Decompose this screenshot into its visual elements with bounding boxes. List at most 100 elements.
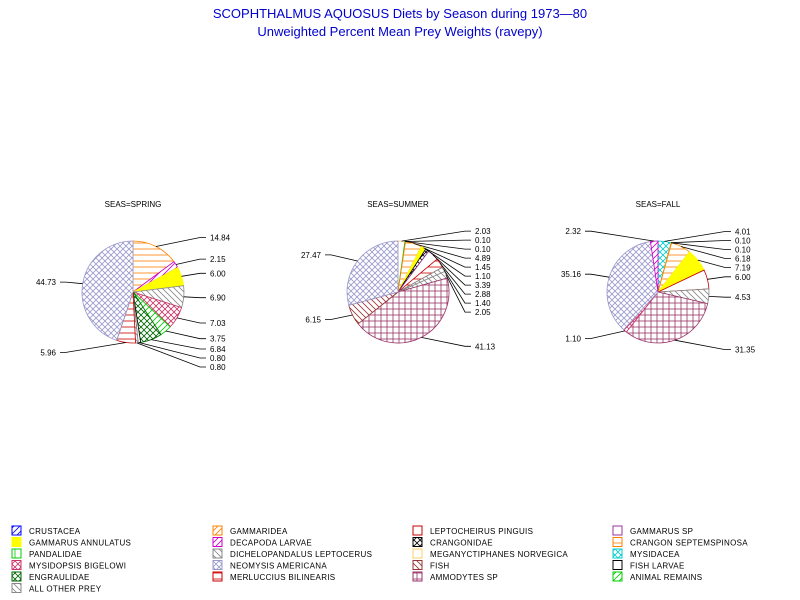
chart-title: SCOPHTHALMUS AQUOSUS Diets by Season dur… [213,6,587,21]
chart-subtitle: Unweighted Percent Mean Prey Weights (ra… [257,24,542,39]
slice-label: 35.16 [561,270,582,279]
label-leader-line [413,243,471,259]
slice-label: 4.89 [475,254,491,263]
slice-label: 6.18 [735,255,751,264]
slice-label: 6.00 [735,273,751,282]
pie-charts: SEAS=SPRING 14.84 2.15 6.00 6.90 7.03 3.756.84… [36,200,756,372]
legend-swatch [11,583,22,593]
slice-label: 3.39 [475,281,491,290]
slice-label: 2.88 [475,290,491,299]
label-leader-line [585,330,626,339]
legend: CRUSTACEA GAMMARIDEA LEPTOCHEIRUS PINGUIS G… [11,525,748,594]
legend-item-crangon-septemspinosa: CRANGON SEPTEMSPINOSA [612,537,748,548]
legend-label: GAMMARUS ANNULATUS [29,539,131,548]
label-leader-line [405,241,471,250]
legend-label: GAMMARUS SP [630,527,693,536]
label-leader-line [426,249,471,277]
label-leader-line [401,230,471,242]
legend-swatch [612,548,623,559]
legend-label: AMMODYTES SP [430,573,498,582]
label-leader-line [432,254,471,286]
label-leader-line [439,262,471,295]
slice-label: 27.47 [301,251,322,260]
label-leader-line [421,337,471,347]
legend-item-gammarus-sp: GAMMARUS SP [612,525,693,536]
slice-label: 31.35 [735,346,756,355]
slice-label: 44.73 [36,278,57,287]
slice-label: 6.90 [210,294,226,303]
legend-swatch [11,548,22,559]
legend-item-merluccius-bilinearis: MERLUCCIUS BILINEARIS [212,571,335,582]
slice-label: 2.03 [475,227,491,236]
legend-label: LEPTOCHEIRUS PINGUIS [430,527,533,536]
legend-swatch [412,571,423,582]
slice-label: 41.13 [475,342,496,351]
legend-swatch [612,571,623,582]
pie-seas-fall: SEAS=FALL4.010.100.106.187.196.004.5331.… [561,200,756,355]
label-leader-line [181,272,206,277]
pie-title: SEAS=FALL [636,200,681,209]
legend-swatch [612,525,623,536]
slice-label: 5.96 [40,348,56,357]
pie-seas-summer: SEAS=SUMMER2.030.100.104.891.451.103.392… [301,200,496,351]
legend-swatch [11,560,22,570]
legend-item-mysidopsis-bigelowi: MYSIDOPSIS BIGELOWI [11,560,126,571]
label-leader-line [60,281,83,285]
legend-label: ALL OTHER PREY [29,585,102,594]
legend-label: DECAPODA LARVAE [230,539,312,548]
slice-label: 2.05 [475,308,491,317]
legend-item-leptocheirus-pinguis: LEPTOCHEIRUS PINGUIS [412,525,533,536]
slice-label: 14.84 [210,234,231,243]
label-leader-line [445,274,471,313]
legend-item-pandalidae: PANDALIDAE [11,548,82,559]
legend-swatch [212,525,223,536]
label-leader-line [405,239,471,242]
slice-label: 3.75 [210,335,226,344]
pie-slice-decapoda-larvae [649,240,659,293]
legend-swatch [212,560,223,570]
legend-swatch [412,548,423,559]
label-leader-line [155,237,206,247]
legend-label: DICHELOPANDALUS LEPTOCERUS [230,550,372,559]
slice-label: 1.10 [565,334,581,343]
label-leader-line [680,246,731,259]
legend-item-decapoda-larvae: DECAPODA LARVAE [212,537,312,548]
legend-swatch [612,560,623,570]
slice-label: 6.15 [305,316,321,325]
legend-item-crustacea: CRUSTACEA [11,525,81,536]
slice-label: 0.80 [210,363,226,372]
label-leader-line [585,230,655,242]
label-leader-line [443,269,471,304]
slice-label: 2.15 [210,255,226,264]
label-leader-line [136,342,206,368]
slice-label: 0.10 [735,246,751,255]
label-leader-line [707,276,731,280]
legend-item-ammodytes-sp: AMMODYTES SP [412,571,498,582]
legend-swatch [11,525,22,536]
pie-title: SEAS=SUMMER [367,200,429,209]
label-leader-line [664,231,731,242]
pie-slice-ammodytes-sp [625,291,709,344]
legend-item-engraulidae: ENGRAULIDAE [11,571,89,582]
legend-label: FISH [430,562,449,571]
pie-slice-neomysis-americana [346,240,399,306]
pie-slice-crangon-septemspinosa [132,240,175,293]
legend-label: ANIMAL REMAINS [630,573,702,582]
slice-label: 6.84 [210,345,226,354]
label-leader-line [176,317,206,324]
legend-label: PANDALIDAE [29,550,82,559]
slice-label: 0.10 [475,236,491,245]
label-leader-line [165,330,206,340]
legend-label: CRANGON SEPTEMSPINOSA [630,539,748,548]
pie-slice-neomysis-americana [81,240,134,341]
slice-label: 6.00 [210,269,226,278]
label-leader-line [325,254,358,262]
label-leader-line [708,296,731,298]
legend-swatch [612,537,623,547]
legend-swatch [412,525,423,536]
slice-label: 4.53 [735,293,751,302]
legend-item-mysidacea: MYSIDACEA [612,548,680,559]
legend-label: NEOMYSIS AMERICANA [230,562,327,571]
legend-item-meganyctiphanes-norvegica: MEGANYCTIPHANES NORVEGICA [412,548,568,559]
